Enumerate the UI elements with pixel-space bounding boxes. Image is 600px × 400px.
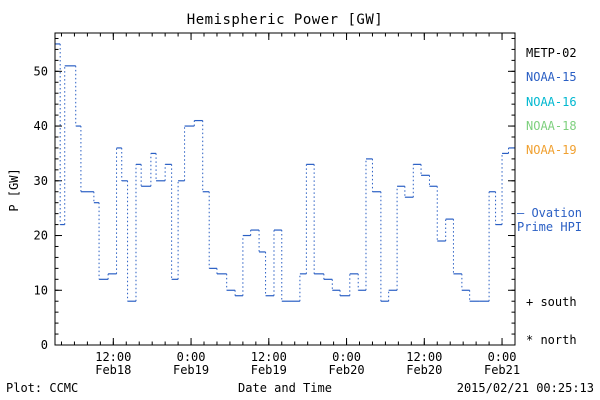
x-tick-time-label: 0:00 (177, 350, 206, 364)
x-tick-time-label: 12:00 (406, 350, 442, 364)
x-tick-time-label: 0:00 (332, 350, 361, 364)
x-tick-date-label: Feb18 (95, 363, 131, 377)
y-tick-label: 50 (34, 64, 48, 78)
y-tick-label: 0 (41, 338, 48, 352)
x-tick-date-label: Feb19 (251, 363, 287, 377)
x-tick-time-label: 12:00 (95, 350, 131, 364)
x-tick-date-label: Feb20 (406, 363, 442, 377)
legend-marker-south: + south (526, 295, 577, 309)
y-tick-label: 30 (34, 174, 48, 188)
x-tick-date-label: Feb19 (173, 363, 209, 377)
legend-item-noaa19: NOAA-19 (526, 143, 577, 157)
y-tick-label: 40 (34, 119, 48, 133)
plot-credit: Plot: CCMC (6, 381, 79, 395)
chart-title: Hemispheric Power [GW] (186, 12, 384, 28)
legend-ovation-prime-hpi: – Ovation Prime HPI (517, 206, 582, 234)
legend-item-metp02: METP-02 (526, 46, 577, 60)
x-axis-label: Date and Time (238, 381, 332, 395)
y-tick-label: 10 (34, 283, 48, 297)
legend-item-noaa18: NOAA-18 (526, 119, 577, 133)
x-tick-date-label: Feb21 (484, 363, 520, 377)
legend-item-noaa16: NOAA-16 (526, 95, 577, 109)
y-tick-label: 20 (34, 229, 48, 243)
legend-marker-north: * north (526, 333, 577, 347)
legend-ovation-line2: Prime HPI (517, 220, 583, 234)
legend-item-noaa15: NOAA-15 (526, 70, 577, 84)
legend-ovation-line1: – Ovation (517, 206, 583, 220)
x-tick-time-label: 12:00 (251, 350, 287, 364)
timestamp: 2015/02/21 00:25:13 (456, 381, 594, 395)
plot-frame (54, 32, 516, 346)
x-tick-time-label: 0:00 (488, 350, 517, 364)
x-tick-date-label: Feb20 (328, 363, 364, 377)
